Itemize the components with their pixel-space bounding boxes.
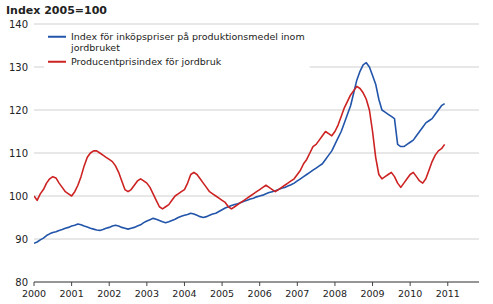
grid-line bbox=[34, 282, 479, 283]
x-tick bbox=[410, 282, 411, 286]
y-axis: 80 90 100 110 120 130 140 bbox=[9, 19, 28, 288]
x-tick-label: 2011 bbox=[436, 288, 460, 299]
x-tick bbox=[447, 282, 448, 286]
legend-swatch bbox=[48, 61, 66, 63]
series-line bbox=[34, 86, 445, 209]
x-tick-label: 2001 bbox=[60, 288, 84, 299]
x-tick bbox=[297, 282, 298, 286]
legend-label-line: Index för inköpspriser på produktionsmed… bbox=[71, 31, 305, 42]
x-tick-label: 2010 bbox=[398, 288, 422, 299]
x-tick bbox=[71, 282, 72, 286]
legend-label-line: jordbruket bbox=[70, 42, 120, 53]
grid-line bbox=[34, 239, 479, 240]
x-tick-label: 2007 bbox=[285, 288, 309, 299]
y-grid bbox=[34, 24, 479, 282]
legend-label-line: Producentprisindex för jordbruk bbox=[71, 56, 222, 67]
x-axis-line bbox=[34, 282, 479, 283]
lines bbox=[34, 63, 445, 244]
legend-background bbox=[44, 27, 310, 72]
y-tick-label: 120 bbox=[9, 105, 28, 116]
x-tick bbox=[372, 282, 373, 286]
legend-label: Index för inköpspriser på produktionsmed… bbox=[70, 31, 305, 54]
series-line bbox=[34, 63, 445, 244]
chart: 8090100110120130140200020012002200320042… bbox=[0, 0, 493, 304]
legend-label: Producentprisindex för jordbruk bbox=[71, 56, 222, 67]
y-tick-label: 110 bbox=[9, 148, 28, 159]
x-tick bbox=[109, 282, 110, 286]
x-tick-label: 2008 bbox=[323, 288, 347, 299]
x-tick bbox=[146, 282, 147, 286]
x-tick-label: 2002 bbox=[97, 288, 121, 299]
x-tick-label: 2005 bbox=[210, 288, 234, 299]
x-tick-label: 2006 bbox=[248, 288, 272, 299]
x-tick-label: 2000 bbox=[22, 288, 46, 299]
y-tick-label: 130 bbox=[9, 62, 28, 73]
x-tick bbox=[184, 282, 185, 286]
y-tick-label: 90 bbox=[15, 234, 28, 245]
y-tick-label: 80 bbox=[15, 277, 28, 288]
x-tick bbox=[222, 282, 223, 286]
x-tick-label: 2003 bbox=[135, 288, 159, 299]
x-tick bbox=[334, 282, 335, 286]
x-axis: 2000 2001 2002 2003 2004 2005 2006 2007 2008 2009… bbox=[22, 282, 479, 299]
grid-line bbox=[34, 24, 479, 25]
x-tick bbox=[34, 282, 35, 286]
grid-line bbox=[34, 110, 479, 111]
legend: Index för inköpspriser på produktionsmed… bbox=[44, 27, 310, 72]
background bbox=[0, 0, 493, 304]
legend-swatch bbox=[48, 36, 66, 38]
x-tick bbox=[259, 282, 260, 286]
y-tick-label: 100 bbox=[9, 191, 28, 202]
x-tick-label: 2009 bbox=[360, 288, 384, 299]
title: Index 2005=100 bbox=[6, 4, 107, 17]
x-tick-label: 2004 bbox=[172, 288, 196, 299]
y-tick-label: 140 bbox=[9, 19, 28, 30]
